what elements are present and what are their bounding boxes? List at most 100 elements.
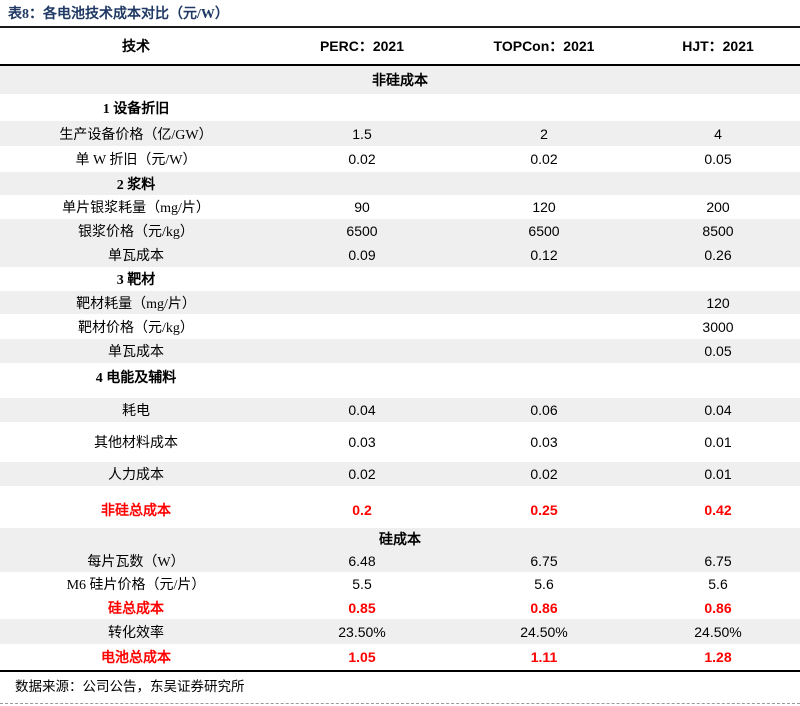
row-label: 靶材耗量（mg/片） (76, 296, 196, 312)
cell-value: 0.01 (704, 466, 732, 482)
cell-value: 4 (714, 125, 722, 142)
section-label: 非硅成本 (372, 74, 428, 89)
header-hjt: HJT：2021 (682, 38, 754, 54)
cell-value: 0.42 (704, 502, 732, 518)
table-row: 单 W 折旧（元/W） 0.02 0.02 0.05 (0, 146, 800, 172)
cell-value: 0.02 (530, 466, 558, 482)
total-row-cell: 电池总成本 1.05 1.11 1.28 (0, 644, 800, 670)
cell-value: 0.86 (704, 599, 732, 616)
cell-value: 1.28 (704, 649, 732, 665)
group-label: 1 设备折旧 (102, 101, 170, 117)
cell-value: 120 (706, 294, 730, 311)
table-row: 靶材耗量（mg/片） 120 (0, 291, 800, 314)
table-row: 银浆价格（元/kg） 6500 6500 8500 (0, 219, 800, 243)
cell-value: 24.50% (520, 623, 568, 640)
cell-value: 5.6 (534, 576, 554, 592)
cell-value: 6500 (528, 223, 560, 239)
cell-value: 0.12 (530, 247, 558, 263)
header-topcon: TOPCon：2021 (493, 38, 595, 54)
group-label: 2 浆料 (116, 177, 156, 193)
cell-value: 90 (354, 199, 370, 215)
table-header-row: 技术 PERC：2021 TOPCon：2021 HJT：2021 (0, 28, 800, 66)
cell-value: 2 (540, 125, 548, 142)
row-label: 生产设备价格（亿/GW） (59, 127, 213, 143)
table-row: 耗电 0.04 0.06 0.04 (0, 398, 800, 422)
cell-value: 0.03 (530, 434, 558, 450)
group-row-target: 3 靶材 (0, 267, 800, 291)
cell-value: 0.86 (530, 599, 558, 616)
total-label: 电池总成本 (101, 651, 171, 666)
cell-value: 3000 (702, 318, 734, 335)
row-label: M6 硅片价格（元/片） (66, 578, 206, 593)
table-title-bar: 表8：各电池技术成本对比（元/W） (0, 0, 800, 28)
row-label: 单瓦成本 (108, 249, 164, 264)
group-row-power-aux: 4 电能及辅料 (0, 363, 800, 390)
cell-value: 0.04 (348, 402, 376, 418)
table-row: 单片银浆耗量（mg/片） 90 120 200 (0, 195, 800, 219)
table-row: 单瓦成本 0.05 (0, 339, 800, 363)
group-label: 3 靶材 (116, 273, 156, 288)
total-row-nonsilicon: 非硅总成本 0.2 0.25 0.42 (0, 498, 800, 522)
cell-value: 6.75 (530, 553, 558, 569)
table-row: 每片瓦数（W） 6.48 6.75 6.75 (0, 550, 800, 572)
total-label: 非硅总成本 (101, 504, 171, 519)
table-row: 人力成本 0.02 0.02 0.01 (0, 462, 800, 486)
cell-value: 0.85 (348, 599, 376, 616)
row-label: 银浆价格（元/kg） (78, 225, 194, 240)
table-title: 表8：各电池技术成本对比（元/W） (8, 7, 229, 22)
row-label: 转化效率 (108, 625, 164, 641)
table-row: 单瓦成本 0.09 0.12 0.26 (0, 243, 800, 267)
cell-value: 0.2 (352, 502, 372, 518)
cell-value: 120 (532, 199, 556, 215)
cell-value: 5.5 (352, 576, 372, 592)
row-label: 人力成本 (108, 468, 164, 483)
cell-value: 0.09 (348, 247, 376, 263)
cell-value: 200 (706, 199, 730, 215)
page-bottom-dashed-rule (0, 703, 800, 704)
cell-value: 1.5 (352, 125, 372, 142)
row-label: 每片瓦数（W） (87, 555, 185, 570)
table-row: 其他材料成本 0.03 0.03 0.01 (0, 430, 800, 454)
table-bottom-rule (0, 670, 800, 672)
header-perc: PERC：2021 (319, 38, 405, 54)
cell-value: 6500 (346, 223, 378, 239)
cell-value: 5.6 (708, 576, 728, 592)
data-source-text: 数据来源：公司公告，东吴证券研究所 (15, 679, 245, 694)
cell-value: 24.50% (694, 623, 742, 640)
section-row-nonsilicon: 非硅成本 (0, 66, 800, 94)
group-row-depreciation: 1 设备折旧 (0, 94, 800, 121)
cell-value: 0.26 (704, 247, 732, 263)
table-row: 转化效率 23.50% 24.50% 24.50% (0, 619, 800, 644)
cell-value: 6.48 (348, 553, 376, 569)
row-label: 单 W 折旧（元/W） (75, 153, 197, 168)
cell-value: 0.03 (348, 434, 376, 450)
cell-value: 1.05 (348, 649, 376, 665)
row-label: 耗电 (122, 404, 150, 419)
cell-value: 0.01 (704, 434, 732, 450)
row-label: 其他材料成本 (94, 436, 178, 451)
cell-value: 8500 (702, 223, 734, 239)
cell-value: 0.05 (704, 343, 732, 359)
cell-value: 0.05 (704, 151, 732, 167)
cell-value: 0.04 (704, 402, 732, 418)
data-source-footer: 数据来源：公司公告，东吴证券研究所 (0, 672, 800, 698)
section-label: 硅成本 (379, 533, 421, 548)
section-row-silicon: 硅成本 (0, 528, 800, 550)
cell-value: 23.50% (338, 623, 386, 640)
cell-value: 0.02 (530, 151, 558, 167)
cell-value: 0.02 (348, 466, 376, 482)
total-row-silicon: 硅总成本 0.85 0.86 0.86 (0, 596, 800, 619)
cell-value: 1.11 (530, 649, 558, 665)
cell-value: 6.75 (704, 553, 732, 569)
cell-value: 0.06 (530, 402, 558, 418)
total-label: 硅总成本 (108, 601, 164, 617)
group-row-paste: 2 浆料 (0, 172, 800, 195)
table-row: 靶材价格（元/kg） 3000 (0, 314, 800, 339)
table-row: M6 硅片价格（元/片） 5.5 5.6 5.6 (0, 572, 800, 596)
group-label: 4 电能及辅料 (95, 370, 177, 386)
cell-value: 0.25 (530, 502, 558, 518)
row-label: 单片银浆耗量（mg/片） (62, 201, 210, 216)
table-row: 生产设备价格（亿/GW） 1.5 2 4 (0, 121, 800, 146)
row-label: 单瓦成本 (108, 345, 164, 360)
